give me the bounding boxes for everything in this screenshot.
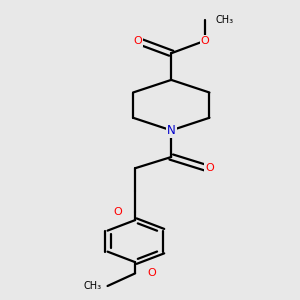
Text: O: O [114,207,122,217]
Text: O: O [205,163,214,173]
Text: O: O [148,268,157,278]
Text: N: N [167,124,176,137]
Text: CH₃: CH₃ [215,15,233,25]
Text: O: O [201,36,210,46]
Text: O: O [133,36,142,46]
Text: CH₃: CH₃ [84,281,102,291]
